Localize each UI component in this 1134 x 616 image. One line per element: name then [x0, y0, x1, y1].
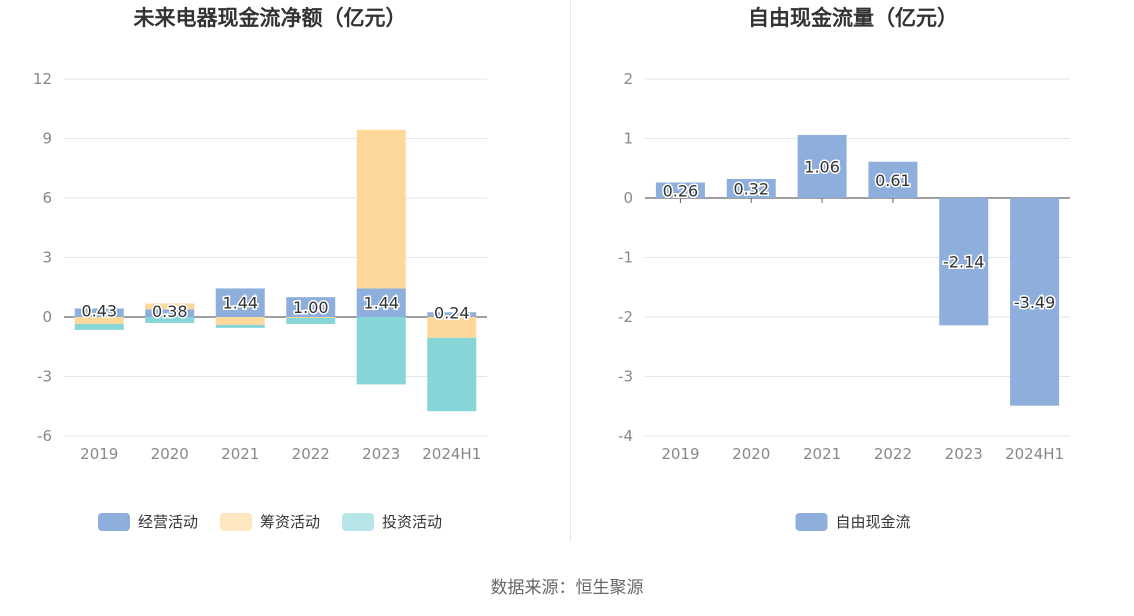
data-label: 1.44 — [363, 294, 399, 313]
bar-筹资活动-2024H1 — [427, 317, 477, 338]
bar-经营活动-2024H1 — [427, 312, 477, 317]
y-tick-label: 6 — [42, 189, 52, 207]
x-tick-label: 2024H1 — [1005, 445, 1064, 463]
y-tick-label: -2 — [618, 308, 633, 326]
legend-label: 投资活动 — [382, 513, 442, 531]
y-tick-label: 12 — [33, 70, 52, 88]
panel-divider — [570, 0, 571, 542]
legend-swatch-筹资活动 — [220, 513, 252, 531]
x-tick-label: 2024H1 — [422, 445, 481, 463]
bar-经营活动-2022 — [286, 297, 336, 317]
data-label: -3.49 — [1014, 293, 1055, 312]
bar-经营活动-2020 — [145, 309, 195, 317]
legend-swatch-自由现金流 — [795, 513, 828, 531]
legend-swatch-投资活动 — [342, 513, 374, 531]
x-tick-label: 2019 — [80, 445, 118, 463]
bar-自由现金流-2021 — [797, 134, 847, 198]
data-label: 0.43 — [81, 302, 117, 321]
data-label: 1.00 — [293, 298, 329, 317]
bar-投资活动-2021 — [215, 324, 265, 328]
y-tick-label: 1 — [623, 130, 633, 148]
x-tick-label: 2020 — [151, 445, 189, 463]
y-tick-label: 2 — [623, 70, 633, 88]
legend-label: 筹资活动 — [260, 513, 320, 531]
data-label: 1.06 — [804, 157, 840, 176]
data-source-note: 数据来源：恒生聚源 — [490, 578, 644, 598]
y-tick-label: 3 — [42, 249, 52, 267]
bar-经营活动-2021 — [215, 288, 265, 317]
bar-投资活动-2024H1 — [427, 337, 477, 412]
y-tick-label: -3 — [618, 368, 633, 386]
x-tick-label: 2021 — [803, 445, 841, 463]
bar-筹资活动-2021 — [215, 317, 265, 325]
bar-筹资活动-2019 — [74, 317, 124, 324]
data-label: 0.61 — [875, 171, 911, 190]
data-label: 0.24 — [434, 304, 470, 323]
data-label: 0.38 — [152, 302, 188, 321]
chart-title-1: 未来电器现金流净额（亿元） — [134, 6, 407, 30]
x-tick-label: 2023 — [362, 445, 400, 463]
y-tick-label: -6 — [37, 427, 52, 445]
x-tick-label: 2021 — [221, 445, 259, 463]
x-tick-label: 2022 — [292, 445, 330, 463]
bar-自由现金流-2020 — [726, 178, 776, 198]
bar-自由现金流-2019 — [655, 182, 705, 198]
y-tick-label: 9 — [42, 130, 52, 148]
bar-筹资活动-2022 — [286, 317, 336, 318]
bar-经营活动-2023 — [356, 288, 406, 317]
y-tick-label: 0 — [623, 189, 633, 207]
x-tick-label: 2023 — [945, 445, 983, 463]
bar-经营活动-2019 — [74, 308, 124, 317]
bar-自由现金流-2022 — [868, 161, 918, 198]
y-tick-label: -3 — [37, 368, 52, 386]
y-tick-label: -1 — [618, 249, 633, 267]
x-tick-label: 2020 — [732, 445, 770, 463]
data-label: 0.32 — [733, 179, 769, 198]
legend-label: 经营活动 — [138, 513, 198, 531]
bar-自由现金流-2024H1 — [1010, 198, 1060, 406]
x-tick-label: 2022 — [874, 445, 912, 463]
legend-label: 自由现金流 — [836, 513, 911, 531]
bar-投资活动-2020 — [145, 317, 195, 323]
chart-title-2: 自由现金流量（亿元） — [748, 6, 958, 30]
y-tick-label: 0 — [42, 308, 52, 326]
legend-swatch-经营活动 — [98, 513, 130, 531]
x-tick-label: 2019 — [661, 445, 699, 463]
bar-自由现金流-2023 — [939, 198, 989, 326]
data-label: 0.26 — [663, 181, 699, 200]
data-label: -2.14 — [943, 253, 984, 272]
data-label: 1.44 — [222, 294, 258, 313]
bar-投资活动-2019 — [74, 323, 124, 330]
bar-筹资活动-2020 — [145, 303, 195, 310]
bar-投资活动-2023 — [356, 317, 406, 385]
bar-筹资活动-2023 — [356, 129, 406, 289]
bar-投资活动-2022 — [286, 317, 336, 324]
y-tick-label: -4 — [618, 427, 633, 445]
